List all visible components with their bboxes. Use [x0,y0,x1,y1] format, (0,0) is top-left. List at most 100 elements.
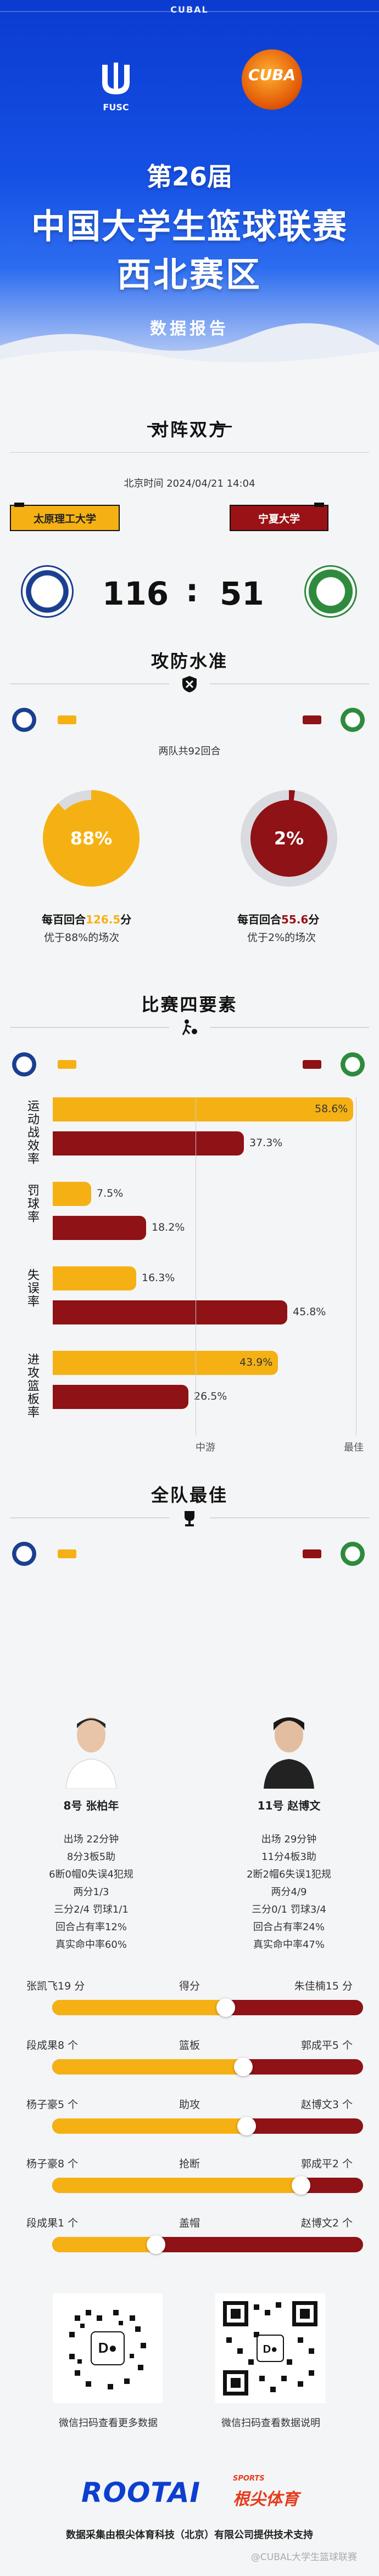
leader-left-label: 杨子豪8 个 [26,2158,79,2170]
left-better-than: 优于88%的场次 [44,932,120,944]
svg-text:D●: D● [263,2343,278,2355]
svg-text:D●: D● [98,2340,117,2356]
left-per100-suffix: 分 [120,913,132,926]
top-divider [0,11,379,12]
leader-compare-fill [52,2237,156,2252]
team-left-color [58,715,76,724]
factor-value-right: 26.5% [194,1390,227,1402]
right-player-name: 11号 赵博文 [257,1799,321,1812]
explain-qr-caption: 微信扫码查看数据说明 [221,2417,320,2429]
factor-bar-right [53,1216,146,1240]
right-player-photo [258,1706,320,1789]
four-factors-title: 比赛四要素 [141,994,238,1015]
team-left-mini-logo [12,708,36,732]
leader-left-label: 张凯飞19 分 [26,1980,85,1992]
team-left-name: 太原理工大学 [33,513,96,525]
explain-qr-code[interactable]: D● [215,2293,325,2403]
right-player-stat: 真实命中率47% [253,1939,325,1951]
right-player-stat: 三分0/1 罚球3/4 [252,1904,326,1915]
title-accent-right [215,426,232,427]
factor-value-left: 16.3% [142,1272,175,1284]
watermark: @CUBAL大学生篮球联赛 [250,2552,357,2563]
right-player-stat: 回合占有率24% [253,1921,325,1933]
right-percentile-ring: 2% [241,790,337,887]
leader-right-label: 赵博文3 个 [300,2099,353,2111]
left-player-stat: 回合占有率12% [55,1921,127,1933]
factor-value-right: 37.3% [249,1137,283,1149]
divider [210,1027,369,1028]
leader-right-label: 郭成平2 个 [300,2158,353,2170]
leader-category-label: 盖帽 [179,2217,200,2229]
player-portrait-icon [60,1706,122,1789]
scale-max-label: 最佳 [344,1442,364,1453]
divider [10,452,369,453]
leader-compare-knob [292,2176,310,2195]
time-label: 北京时间 [124,478,164,489]
data-qr-code[interactable]: D● [53,2293,163,2403]
fusc-emblem-icon [102,63,130,94]
league-title: 中国大学生篮球联赛 [31,206,348,246]
team-right-mini-logo [341,1052,365,1076]
rounds-text: 两队共92回合 [158,746,221,757]
team-left-color [58,1060,76,1069]
score-separator: : [186,572,199,609]
leader-category-label: 助攻 [179,2099,200,2111]
leader-compare-bar [52,2000,363,2015]
left-per100-value: 126.5 [86,913,121,926]
offdef-title: 攻防水准 [151,651,228,672]
rootai-sports-label: SPORTS [233,2474,265,2483]
player-portrait-icon [258,1706,320,1789]
right-percentile-value: 2% [250,800,327,877]
title-accent-left [147,426,164,427]
scale-mid-label: 中游 [196,1442,215,1453]
leader-compare-fill [52,2178,301,2193]
team-right-color [303,715,321,724]
team-right-mini-logo [341,708,365,732]
leader-right-label: 朱佳楠15 分 [294,1980,353,1992]
score-right: 51 [220,575,264,612]
rootai-logo: ROOTAI [81,2477,201,2509]
leader-compare-bar [52,2178,363,2193]
left-player-stat: 出场 22分钟 [63,1834,119,1845]
trophy-icon [185,1511,194,1526]
factor-bar-right [53,1131,244,1155]
team-right-color [303,1549,321,1558]
leader-compare-knob [237,2117,256,2135]
brush-decoration [0,323,379,384]
cuba-logo: CUBA [242,49,302,110]
leader-category-label: 篮板 [179,2039,200,2051]
footer-credit: 数据采集由根尖体育科技（北京）有限公司提供技术支持 [66,2529,313,2541]
leader-compare-bar [52,2237,363,2252]
right-per100-value: 55.6 [281,913,309,926]
leader-compare-bar [52,2118,363,2134]
best-players-title: 全队最佳 [151,1485,228,1506]
factor-bar-left [53,1266,136,1290]
team-left-mini-logo [12,1542,36,1566]
divider [10,1027,169,1028]
time-value: 2024/04/21 14:04 [166,478,255,489]
right-per100-suffix: 分 [308,913,320,926]
factor-value-right: 18.2% [152,1221,185,1233]
leader-compare-fill [52,2000,226,2015]
fusc-text: FUSC [103,102,129,112]
leader-compare-bar [52,2059,363,2075]
matchup-title: 对阵双方 [151,419,228,440]
factor-value-right: 45.8% [293,1306,326,1318]
factor-label: 进攻篮板率 [25,1353,39,1419]
score-left: 116 [102,575,169,612]
match-time: 北京时间 2024/04/21 14:04 [0,476,379,490]
right-player-stat: 两分4/9 [271,1886,307,1898]
team-left-logo [21,565,74,618]
top-brand: CUBAL [170,4,209,15]
hero-banner: CUBAL FUSC CUBA 第26届 中国大学生篮球联赛 西北赛区 数据报告 [0,0,379,384]
shield-icon [182,676,197,692]
right-per100-prefix: 每百回合 [237,913,281,926]
qr-icon: D● [58,2299,157,2398]
factor-value-left: 7.5% [97,1187,124,1199]
cuba-text: CUBA [248,66,296,84]
leader-category-label: 得分 [179,1980,200,1992]
team-right-logo [304,565,357,618]
leader-category-label: 抢断 [179,2158,200,2170]
region-title: 西北赛区 [116,255,262,295]
left-player-photo [60,1706,122,1789]
